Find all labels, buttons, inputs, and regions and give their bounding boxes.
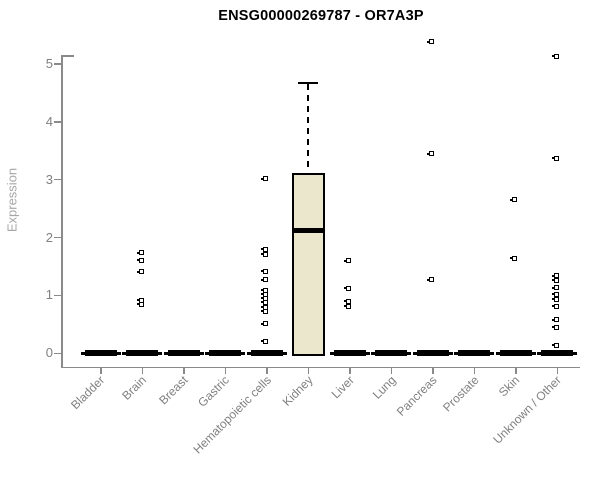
outlier-point — [510, 255, 518, 261]
y-axis-tick — [54, 294, 61, 297]
y-axis-label: Expression — [4, 167, 20, 233]
outlier-point — [261, 268, 269, 274]
zero-box-bar — [167, 350, 200, 357]
x-axis-line — [61, 366, 580, 368]
x-axis-tick — [556, 367, 559, 374]
outlier-point — [427, 151, 435, 157]
outlier-point — [427, 39, 435, 45]
outlier-point — [551, 53, 559, 59]
outlier-point — [261, 176, 269, 182]
zero-box-bar — [84, 350, 117, 357]
y-axis-tick — [54, 178, 61, 181]
y-axis-tick-label: 2 — [45, 229, 53, 245]
outlier-point — [261, 251, 269, 257]
x-axis-category-label-text: Gastric — [195, 373, 233, 410]
outlier-point — [261, 321, 269, 327]
zero-box-bar — [375, 350, 408, 357]
outlier-point — [261, 277, 269, 283]
outlier-point — [551, 277, 559, 283]
x-axis-tick — [432, 367, 434, 374]
outlier-point — [261, 299, 269, 305]
x-axis-tick — [515, 367, 517, 374]
outlier-point — [551, 291, 559, 297]
y-axis-tick — [54, 121, 61, 123]
outlier-point — [551, 296, 559, 302]
y-axis-tick-label: 1 — [45, 287, 53, 303]
outlier-point — [344, 258, 352, 264]
x-axis-tick — [266, 367, 268, 374]
zero-box-bar — [458, 350, 491, 357]
zero-box-bar — [541, 350, 574, 357]
y-axis-tick-label: 5 — [45, 55, 53, 71]
y-axis-end-cap — [61, 55, 74, 57]
outlier-point — [551, 155, 559, 161]
y-axis-tick — [54, 63, 61, 65]
whisker-line — [307, 84, 310, 172]
zero-box-bar — [250, 350, 283, 357]
outlier-point — [136, 269, 144, 275]
x-axis-tick — [307, 367, 310, 374]
x-axis-category-label-text: Bladder — [68, 373, 108, 413]
y-axis-tick-label: 3 — [45, 171, 53, 187]
y-axis-tick — [54, 236, 61, 239]
y-axis-tick — [54, 352, 61, 355]
x-axis-category-label-text: Liver — [328, 373, 357, 402]
y-axis-tick-label: 4 — [45, 113, 53, 129]
zero-box-bar — [333, 350, 366, 357]
x-axis-tick — [141, 367, 144, 374]
outlier-point — [136, 301, 144, 307]
outlier-point — [261, 246, 269, 252]
x-axis-tick — [473, 367, 476, 374]
x-axis-category-label-text: Hematopoietic cells — [190, 373, 274, 457]
x-axis-tick — [349, 367, 351, 374]
outlier-point — [510, 197, 518, 203]
zero-box-bar — [209, 350, 242, 357]
outlier-point — [261, 338, 269, 344]
outlier-point — [344, 285, 352, 291]
outlier-point — [551, 317, 559, 323]
outlier-point — [551, 273, 559, 279]
y-axis-line — [61, 55, 63, 367]
x-axis-tick — [183, 367, 185, 374]
outlier-point — [136, 257, 144, 263]
x-axis-tick — [100, 367, 102, 374]
outlier-point — [261, 308, 269, 314]
outlier-point — [136, 250, 144, 256]
chart-title: ENSG00000269787 - OR7A3P — [218, 8, 424, 24]
x-axis-category-label-text: Kidney — [279, 373, 316, 409]
x-axis-category-label-text: Prostate — [439, 373, 482, 415]
outlier-point — [551, 303, 559, 309]
zero-box-bar — [416, 350, 449, 357]
x-axis-tick — [390, 367, 393, 374]
x-axis-category-label-text: Skin — [496, 373, 523, 400]
outlier-point — [344, 298, 352, 304]
outlier-point — [551, 342, 559, 348]
outlier-point — [551, 285, 559, 291]
zero-box-bar — [126, 350, 159, 357]
x-axis-category-label-text: Breast — [156, 373, 191, 408]
x-axis-tick — [224, 367, 227, 374]
x-axis-category-label-text: Pancreas — [393, 373, 440, 419]
box-iqr — [291, 172, 325, 356]
x-axis-category-label-text: Brain — [119, 373, 150, 403]
whisker-cap — [298, 81, 319, 85]
x-axis-category-label-text: Lung — [369, 373, 399, 402]
outlier-point — [344, 303, 352, 309]
outlier-point — [551, 324, 559, 330]
outlier-point — [427, 277, 435, 283]
y-axis-tick-label: 0 — [45, 345, 53, 361]
zero-box-bar — [499, 350, 532, 357]
median-line — [291, 228, 325, 234]
